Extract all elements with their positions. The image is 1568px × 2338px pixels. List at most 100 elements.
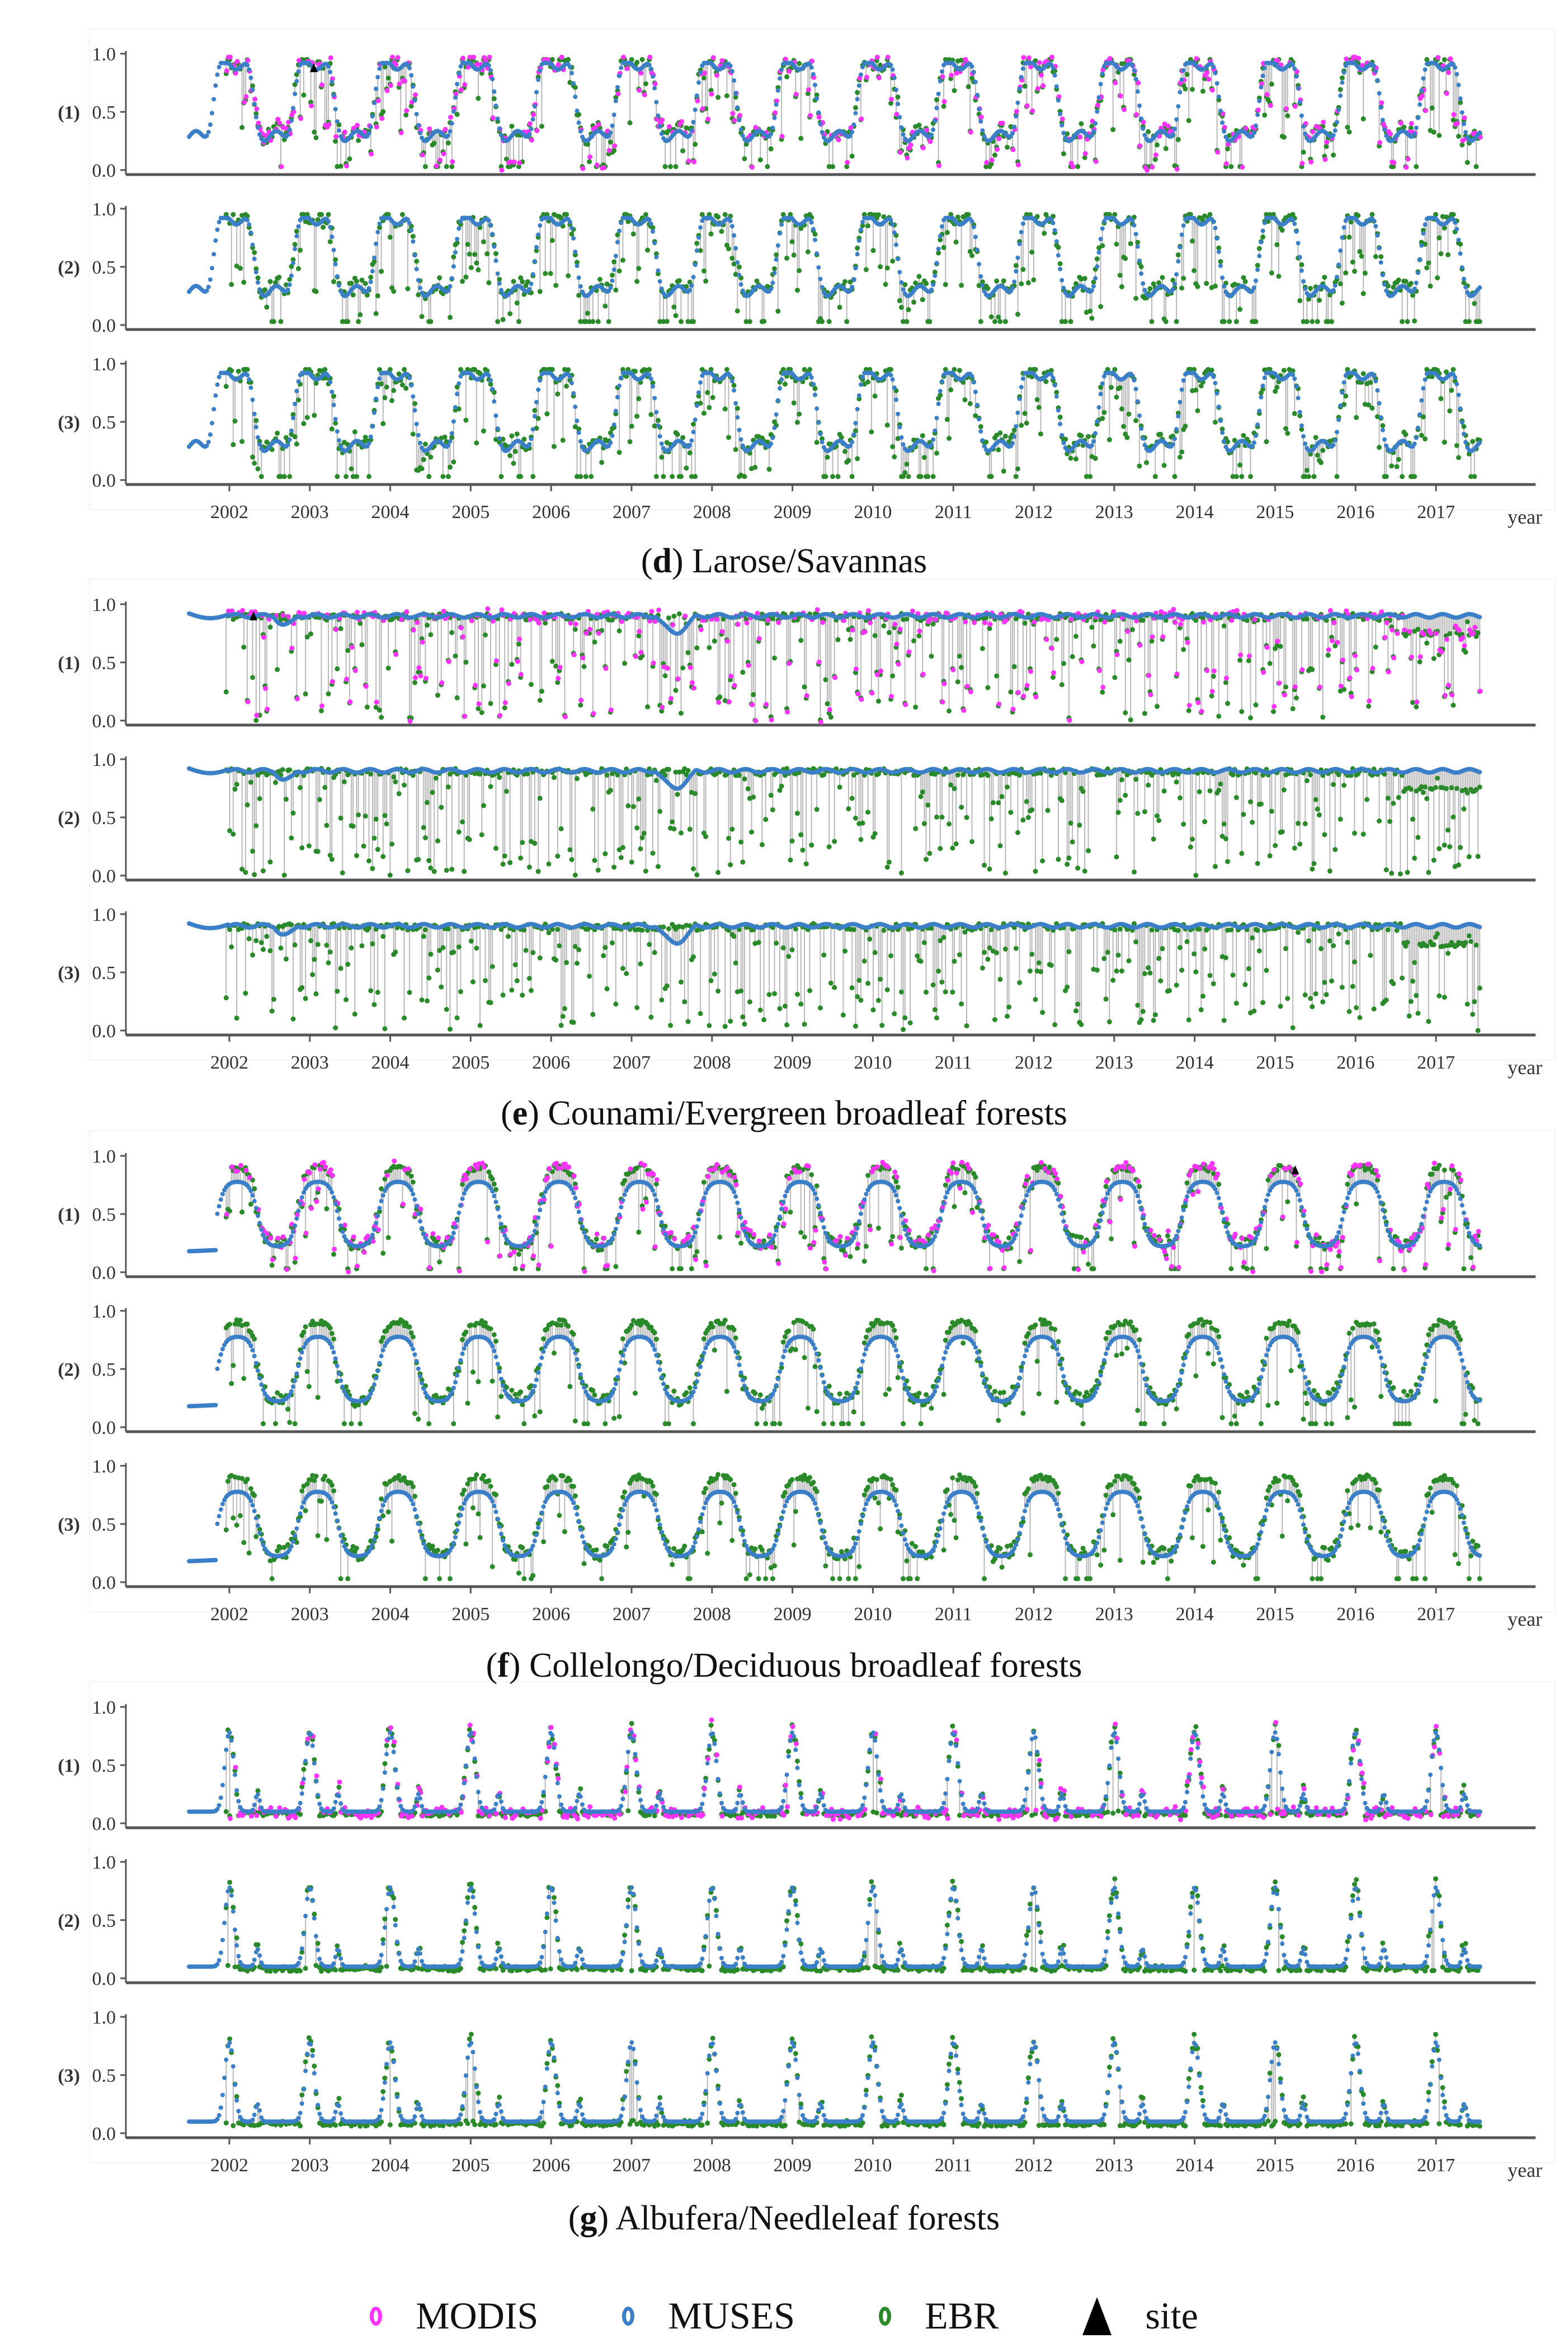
panel-g: 1.00.50.0(1)1.00.50.0(2)1.00.50.0(3)2002… (58, 1682, 1555, 2181)
legend-item-muses: MUSES (622, 2294, 795, 2338)
year-tick-label: 2009 (774, 1604, 812, 1625)
legend-item-ebr: EBR (879, 2294, 999, 2338)
svg-text:0.5: 0.5 (92, 257, 116, 278)
year-tick-label: 2002 (210, 502, 248, 523)
year-tick-label: 2013 (1095, 1052, 1133, 1073)
year-tick-label: 2007 (613, 502, 651, 523)
caption-g: (g) Albufera/Needleleaf forests (0, 2199, 1568, 2238)
x-axis-label: year (1508, 506, 1542, 528)
year-tick-label: 2017 (1417, 1604, 1455, 1625)
year-tick-label: 2016 (1336, 1052, 1374, 1073)
year-tick-label: 2008 (693, 1052, 731, 1073)
svg-text:1.0: 1.0 (92, 354, 116, 375)
svg-text:0.0: 0.0 (92, 471, 116, 491)
caption-f: (f) Collelongo/Deciduous broadleaf fores… (0, 1646, 1568, 1686)
year-tick-label: 2013 (1095, 1604, 1133, 1625)
year-tick-label: 2005 (451, 1604, 489, 1625)
year-tick-label: 2015 (1256, 2155, 1294, 2176)
year-tick-label: 2008 (693, 2155, 731, 2176)
year-tick-label: 2002 (210, 1604, 248, 1625)
year-tick-label: 2014 (1176, 1052, 1214, 1073)
year-tick-label: 2009 (774, 1052, 812, 1073)
year-tick-label: 2010 (854, 2155, 892, 2176)
year-tick-label: 2003 (291, 1052, 329, 1073)
year-tick-label: 2015 (1256, 1052, 1294, 1073)
year-tick-label: 2017 (1417, 1052, 1455, 1073)
year-tick-label: 2005 (451, 1052, 489, 1073)
year-tick-label: 2007 (613, 1052, 651, 1073)
year-tick-label: 2005 (451, 2155, 489, 2176)
legend: MODIS MUSES EBR site (0, 2294, 1568, 2338)
year-tick-label: 2010 (854, 1604, 892, 1625)
year-tick-label: 2006 (532, 2155, 570, 2176)
year-tick-label: 2002 (210, 1052, 248, 1073)
year-tick-label: 2016 (1336, 2155, 1374, 2176)
year-tick-label: 2007 (613, 2155, 651, 2176)
svg-text:1.0: 1.0 (92, 44, 116, 65)
year-tick-label: 2009 (774, 2155, 812, 2176)
caption-d: (d) Larose/Savannas (0, 542, 1568, 581)
year-tick-label: 2008 (693, 502, 731, 523)
legend-label: MUSES (668, 2294, 795, 2338)
year-tick-label: 2004 (371, 1604, 409, 1625)
year-tick-label: 2014 (1176, 1604, 1214, 1625)
year-tick-label: 2010 (854, 502, 892, 523)
year-tick-label: 2014 (1176, 502, 1214, 523)
year-tick-label: 2002 (210, 2155, 248, 2176)
year-tick-label: 2012 (1015, 1604, 1053, 1625)
caption-e: (e) Counami/Evergreen broadleaf forests (0, 1094, 1568, 1133)
year-tick-label: 2006 (532, 1604, 570, 1625)
year-tick-label: 2012 (1015, 1052, 1053, 1073)
year-tick-label: 2015 (1256, 1604, 1294, 1625)
site-triangle-icon (1082, 2297, 1112, 2335)
legend-item-modis: MODIS (370, 2294, 538, 2338)
year-tick-label: 2013 (1095, 2155, 1133, 2176)
year-tick-label: 2010 (854, 1052, 892, 1073)
svg-text:0.5: 0.5 (92, 412, 116, 433)
year-tick-label: 2016 (1336, 1604, 1374, 1625)
svg-text:(1): (1) (58, 102, 80, 123)
year-tick-label: 2011 (935, 1604, 972, 1625)
year-tick-label: 2009 (774, 502, 812, 523)
year-tick-label: 2003 (291, 502, 329, 523)
year-tick-label: 2017 (1417, 2155, 1455, 2176)
panel-f: 1.00.50.0(1)1.00.50.0(2)1.00.50.0(3)2002… (58, 1131, 1555, 1630)
year-tick-label: 2012 (1015, 2155, 1053, 2176)
muses-marker-icon (622, 2307, 634, 2326)
x-axis-label: year (1508, 2159, 1542, 2181)
year-tick-label: 2012 (1015, 502, 1053, 523)
year-tick-label: 2006 (532, 1052, 570, 1073)
legend-item-site: site (1082, 2294, 1198, 2338)
year-tick-label: 2007 (613, 1604, 651, 1625)
svg-text:0.5: 0.5 (92, 102, 116, 123)
svg-text:0.0: 0.0 (92, 161, 116, 181)
panel-e: 1.00.50.0(1)1.00.50.0(2)1.00.50.0(3)2002… (58, 579, 1555, 1079)
year-tick-label: 2013 (1095, 502, 1133, 523)
year-tick-label: 2004 (371, 1052, 409, 1073)
x-axis-label: year (1508, 1056, 1542, 1079)
legend-label: EBR (925, 2294, 999, 2338)
year-tick-label: 2014 (1176, 2155, 1214, 2176)
year-tick-label: 2011 (935, 2155, 972, 2176)
year-tick-label: 2016 (1336, 502, 1374, 523)
svg-text:(2): (2) (58, 257, 80, 278)
year-tick-label: 2003 (291, 1604, 329, 1625)
year-tick-label: 2004 (371, 2155, 409, 2176)
panel-d: 1.0 0.5 0.0 (1) 1.0 0.5 0.0 (2) 1.0 0.5 0.0 (3) 2002… (58, 29, 1555, 528)
legend-label: MODIS (416, 2294, 538, 2338)
legend-label: site (1145, 2294, 1198, 2338)
year-tick-label: 2003 (291, 2155, 329, 2176)
year-tick-label: 2004 (371, 502, 409, 523)
year-tick-label: 2011 (935, 502, 972, 523)
svg-text:(3): (3) (58, 412, 80, 433)
year-tick-label: 2011 (935, 1052, 972, 1073)
x-axis-label: year (1508, 1608, 1542, 1630)
year-tick-label: 2006 (532, 502, 570, 523)
year-tick-label: 2015 (1256, 502, 1294, 523)
year-tick-label: 2017 (1417, 502, 1455, 523)
year-tick-label: 2008 (693, 1604, 731, 1625)
ebr-marker-icon (879, 2307, 891, 2326)
svg-text:1.0: 1.0 (92, 199, 116, 220)
svg-text:0.0: 0.0 (92, 316, 116, 336)
